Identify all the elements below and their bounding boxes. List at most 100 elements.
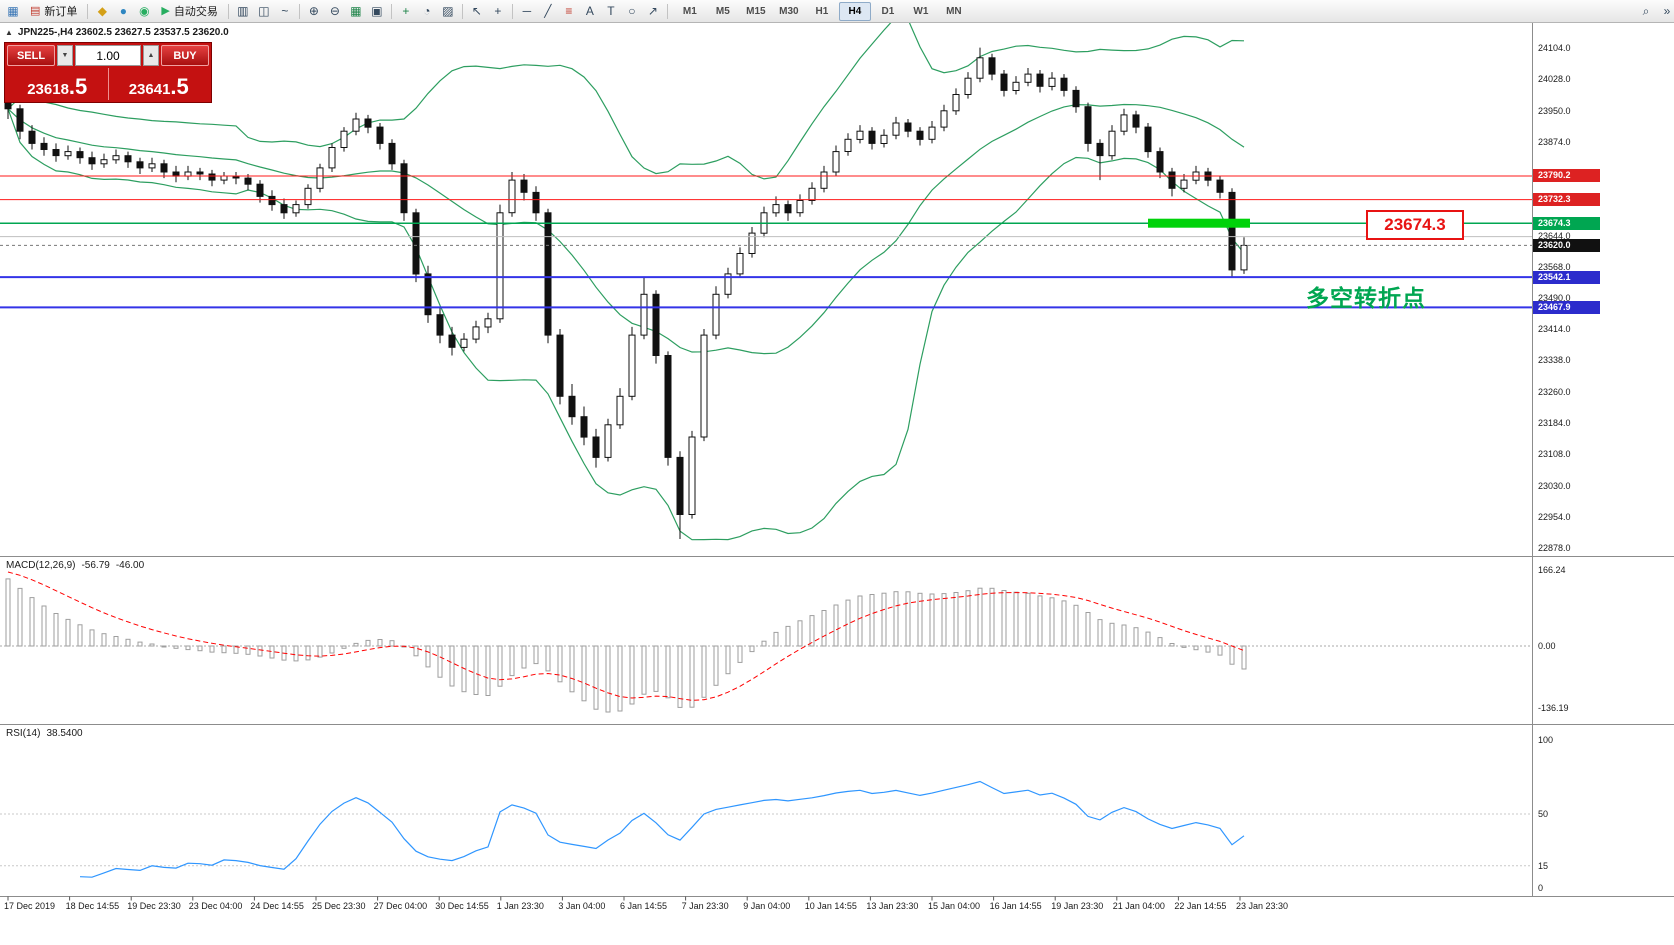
grid-icon[interactable]: ▦ (350, 4, 362, 18)
volume-input[interactable]: 1.00 (75, 45, 141, 66)
sell-button[interactable]: SELL (7, 45, 55, 66)
macd-bar (701, 645, 707, 698)
candle (268, 195, 276, 206)
more-icon[interactable]: » (1663, 4, 1671, 18)
cursor-icon[interactable]: ↖ (471, 4, 482, 18)
macd-bar (785, 625, 791, 647)
period-icon[interactable]: ◔ (423, 4, 431, 18)
new-order-button[interactable]: ▤ 新订单 (24, 2, 83, 20)
candle (736, 253, 744, 275)
app-icon[interactable]: ▦ (7, 4, 19, 18)
bid-price[interactable]: 23618 .5 (7, 68, 108, 100)
autotrading-button-label: 自动交易 (173, 6, 218, 18)
zoom-out-icon[interactable]: ⊖ (329, 4, 340, 18)
timeframe-m5[interactable]: M5 (715, 5, 730, 17)
macd-bar (1049, 597, 1055, 647)
candle (484, 318, 492, 328)
timeframe-h4[interactable]: H4 (838, 1, 871, 21)
macd-bar (533, 645, 539, 665)
support-highlight-segment (1148, 218, 1250, 228)
autotrading-button[interactable]: ▶ 自动交易 (155, 2, 223, 20)
chart-bars-icon[interactable]: ▥ (237, 4, 249, 18)
bollinger-upper-band (7, 23, 1245, 180)
volume-increase-button[interactable]: ▲ (143, 45, 159, 66)
chart-line-icon[interactable]: ~ (281, 4, 289, 18)
macd-bar (665, 645, 671, 699)
search-icon[interactable]: ⌕ (1642, 4, 1650, 18)
macd-bar (305, 645, 311, 661)
candle (916, 130, 924, 140)
macd-bar (1205, 645, 1211, 653)
macd-bar (941, 593, 947, 647)
pivot-annotation: 多空转折点 (1306, 285, 1426, 311)
volume-decrease-button[interactable]: ▼ (57, 45, 73, 66)
autotrading-button-icon: ▶ (161, 4, 170, 17)
price-callout[interactable]: 23674.3 (1366, 210, 1464, 240)
macd-bar (713, 645, 719, 686)
bollinger-middle-band (7, 103, 1245, 355)
candle (688, 436, 696, 515)
candle (940, 110, 948, 128)
chart-candles-icon[interactable]: ◫ (258, 4, 270, 18)
accounts-icon[interactable]: ● (119, 4, 128, 18)
shapes-icon[interactable]: ○ (628, 4, 636, 18)
candle (124, 155, 132, 163)
trendline-icon[interactable]: ╱ (544, 4, 552, 18)
macd-bar (149, 643, 155, 647)
macd-bar (185, 645, 191, 651)
macd-bar (953, 592, 959, 647)
timeframe-m1[interactable]: M1 (682, 5, 697, 17)
text-icon[interactable]: A (585, 4, 594, 18)
zoom-in-icon[interactable]: ⊕ (308, 4, 319, 18)
candle (340, 130, 348, 148)
candle (472, 326, 480, 340)
tile-windows-icon[interactable]: ▣ (371, 4, 383, 18)
community-icon[interactable]: ◉ (139, 4, 150, 18)
candle (904, 122, 912, 132)
candle (832, 151, 840, 173)
ask-price-frac: .5 (170, 74, 189, 99)
macd-bar (425, 645, 431, 668)
macd-bar (17, 587, 23, 647)
candle (928, 126, 936, 140)
candle (1024, 73, 1032, 83)
toolbar-separator (511, 3, 513, 19)
candle (1096, 142, 1104, 157)
trade-widget-divider (107, 68, 109, 100)
timeframe-m15[interactable]: M15 (746, 5, 766, 17)
candle (616, 395, 624, 426)
trade-widget-controls: SELL ▼ 1.00 ▲ BUY (7, 45, 209, 66)
macd-bar (209, 645, 215, 653)
timeframe-mn[interactable]: MN (946, 5, 962, 17)
macd-value-main: -56.79 (81, 560, 110, 571)
horizontal-line-icon[interactable]: ─ (522, 4, 532, 18)
templates-icon[interactable]: ▨ (442, 4, 454, 18)
candle (1120, 114, 1128, 132)
label-icon[interactable]: T (607, 4, 615, 18)
fibonacci-icon[interactable]: ≡ (565, 4, 573, 18)
timeframe-w1[interactable]: W1 (913, 5, 929, 17)
toolbar-separator (390, 3, 392, 19)
ask-price[interactable]: 23641 .5 (109, 68, 210, 100)
chart-collapse-arrow[interactable]: ▲ (5, 28, 13, 37)
candle (988, 57, 996, 75)
buy-button[interactable]: BUY (161, 45, 209, 66)
toolbar-separator (227, 3, 229, 19)
candle (1216, 179, 1224, 193)
macd-bar (1073, 604, 1079, 647)
candle (1036, 73, 1044, 87)
crosshair-icon[interactable]: + (494, 4, 502, 18)
macd-bar (821, 610, 827, 647)
rsi-panel (0, 780, 1532, 878)
timeframe-d1[interactable]: D1 (881, 5, 895, 17)
deposit-icon[interactable]: ◆ (97, 4, 108, 18)
candle (388, 142, 396, 165)
arrows-icon[interactable]: ↗ (647, 4, 658, 18)
candle (1132, 114, 1140, 128)
timeframe-h1[interactable]: H1 (815, 5, 829, 17)
candle (88, 157, 96, 165)
candle (208, 173, 216, 181)
timeframe-m30[interactable]: M30 (779, 5, 799, 17)
new-chart-icon[interactable]: + (402, 4, 410, 18)
